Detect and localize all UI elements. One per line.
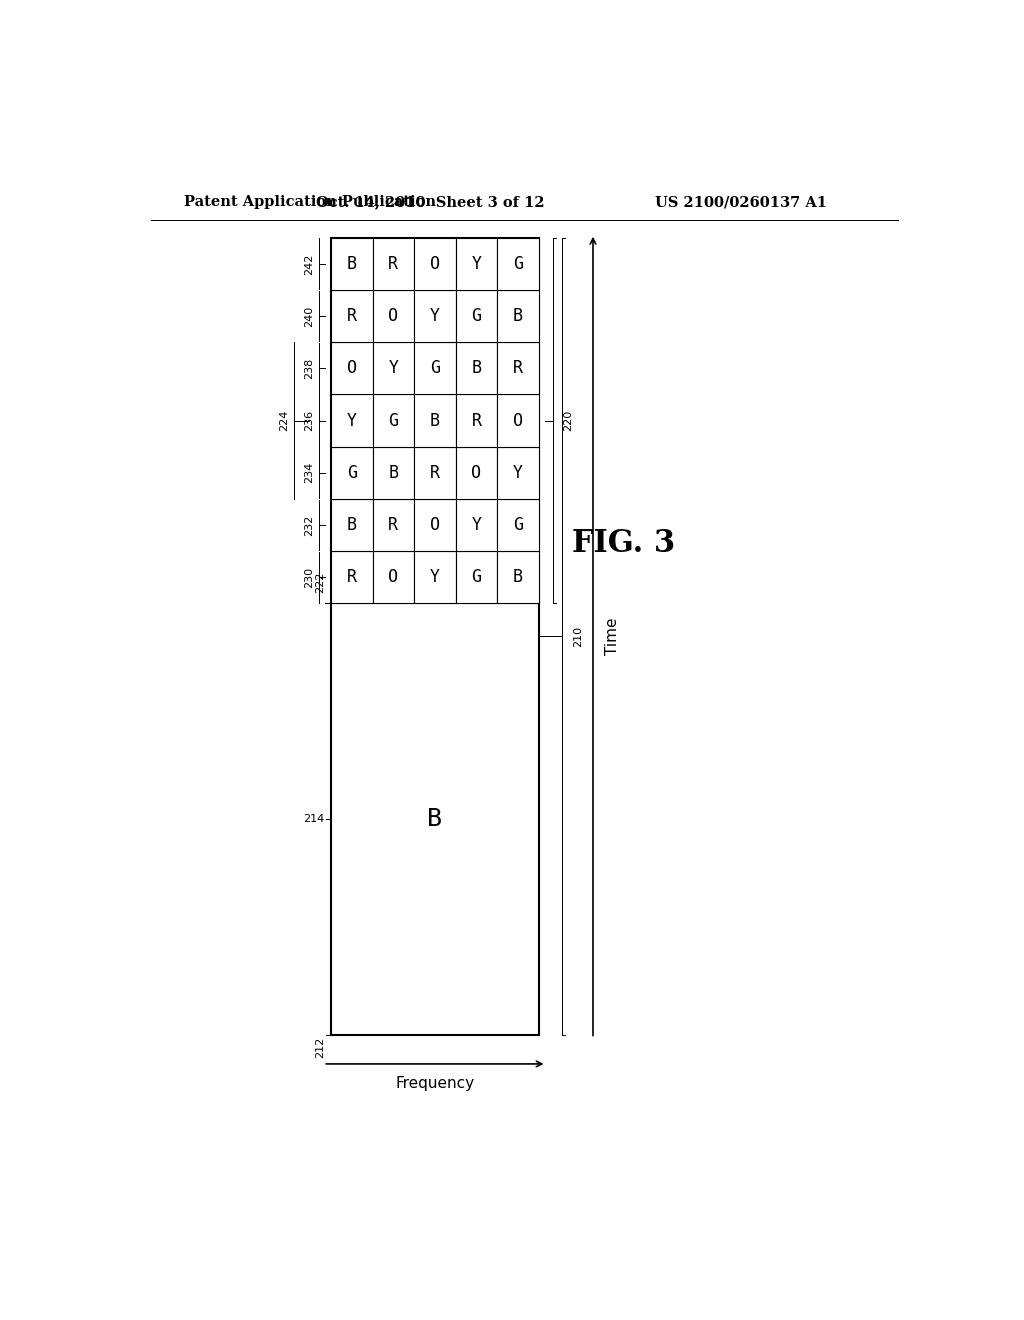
Bar <box>414 238 456 290</box>
Text: Y: Y <box>513 463 523 482</box>
Text: G: G <box>513 516 523 535</box>
Text: 236: 236 <box>304 411 314 432</box>
Bar <box>498 290 539 342</box>
Text: B: B <box>427 807 442 832</box>
Text: Patent Application Publication: Patent Application Publication <box>183 195 436 210</box>
Text: G: G <box>388 412 398 429</box>
Text: R: R <box>388 255 398 273</box>
Text: B: B <box>347 516 356 535</box>
Text: Y: Y <box>471 516 481 535</box>
Bar <box>414 499 456 552</box>
Text: 242: 242 <box>304 253 314 275</box>
Text: Y: Y <box>347 412 356 429</box>
Text: 230: 230 <box>304 566 314 587</box>
Bar <box>498 499 539 552</box>
Bar <box>456 446 498 499</box>
Bar <box>456 395 498 446</box>
Text: O: O <box>471 463 481 482</box>
Bar <box>373 395 414 446</box>
Text: B: B <box>388 463 398 482</box>
Text: B: B <box>430 412 440 429</box>
Text: Frequency: Frequency <box>395 1076 474 1092</box>
Bar <box>373 238 414 290</box>
Bar <box>331 238 539 1035</box>
Text: Y: Y <box>430 308 440 325</box>
Text: 232: 232 <box>304 515 314 536</box>
Bar <box>331 499 373 552</box>
Bar <box>414 395 456 446</box>
Text: Y: Y <box>471 255 481 273</box>
Bar <box>373 552 414 603</box>
Text: R: R <box>513 359 523 378</box>
Text: R: R <box>347 569 356 586</box>
Text: R: R <box>471 412 481 429</box>
Bar <box>498 395 539 446</box>
Bar <box>414 290 456 342</box>
Text: 220: 220 <box>563 411 573 432</box>
Text: B: B <box>513 569 523 586</box>
Text: R: R <box>430 463 440 482</box>
Text: O: O <box>388 569 398 586</box>
Bar <box>414 342 456 395</box>
Text: R: R <box>347 308 356 325</box>
Text: O: O <box>430 255 440 273</box>
Text: G: G <box>513 255 523 273</box>
Bar <box>456 342 498 395</box>
Bar <box>373 342 414 395</box>
Text: 214: 214 <box>303 814 325 824</box>
Text: B: B <box>471 359 481 378</box>
Text: 234: 234 <box>304 462 314 483</box>
Text: 210: 210 <box>572 626 583 647</box>
Text: B: B <box>513 308 523 325</box>
Bar <box>331 395 373 446</box>
Text: G: G <box>430 359 440 378</box>
Text: 240: 240 <box>304 305 314 327</box>
Text: O: O <box>513 412 523 429</box>
Bar <box>498 552 539 603</box>
Text: Time: Time <box>605 618 621 655</box>
Text: Oct. 14, 2010  Sheet 3 of 12: Oct. 14, 2010 Sheet 3 of 12 <box>316 195 545 210</box>
Bar <box>331 290 373 342</box>
Bar <box>331 446 373 499</box>
Bar <box>456 290 498 342</box>
Bar <box>456 238 498 290</box>
Bar <box>331 552 373 603</box>
Text: 222: 222 <box>314 572 325 593</box>
Text: 224: 224 <box>280 411 290 432</box>
Text: FIG. 3: FIG. 3 <box>572 528 676 558</box>
Bar <box>373 290 414 342</box>
Text: O: O <box>388 308 398 325</box>
Text: 212: 212 <box>314 1038 325 1059</box>
Text: Y: Y <box>388 359 398 378</box>
Bar <box>373 446 414 499</box>
Text: G: G <box>471 308 481 325</box>
Bar <box>498 446 539 499</box>
Bar <box>498 238 539 290</box>
Bar <box>414 552 456 603</box>
Bar <box>373 499 414 552</box>
Text: G: G <box>471 569 481 586</box>
Bar <box>414 446 456 499</box>
Bar <box>331 238 373 290</box>
Bar <box>331 342 373 395</box>
Text: O: O <box>430 516 440 535</box>
Text: Y: Y <box>430 569 440 586</box>
Bar <box>456 499 498 552</box>
Text: R: R <box>388 516 398 535</box>
Bar <box>498 342 539 395</box>
Text: US 2100/0260137 A1: US 2100/0260137 A1 <box>655 195 827 210</box>
Text: 238: 238 <box>304 358 314 379</box>
Text: G: G <box>347 463 356 482</box>
Bar <box>456 552 498 603</box>
Text: B: B <box>347 255 356 273</box>
Text: O: O <box>347 359 356 378</box>
